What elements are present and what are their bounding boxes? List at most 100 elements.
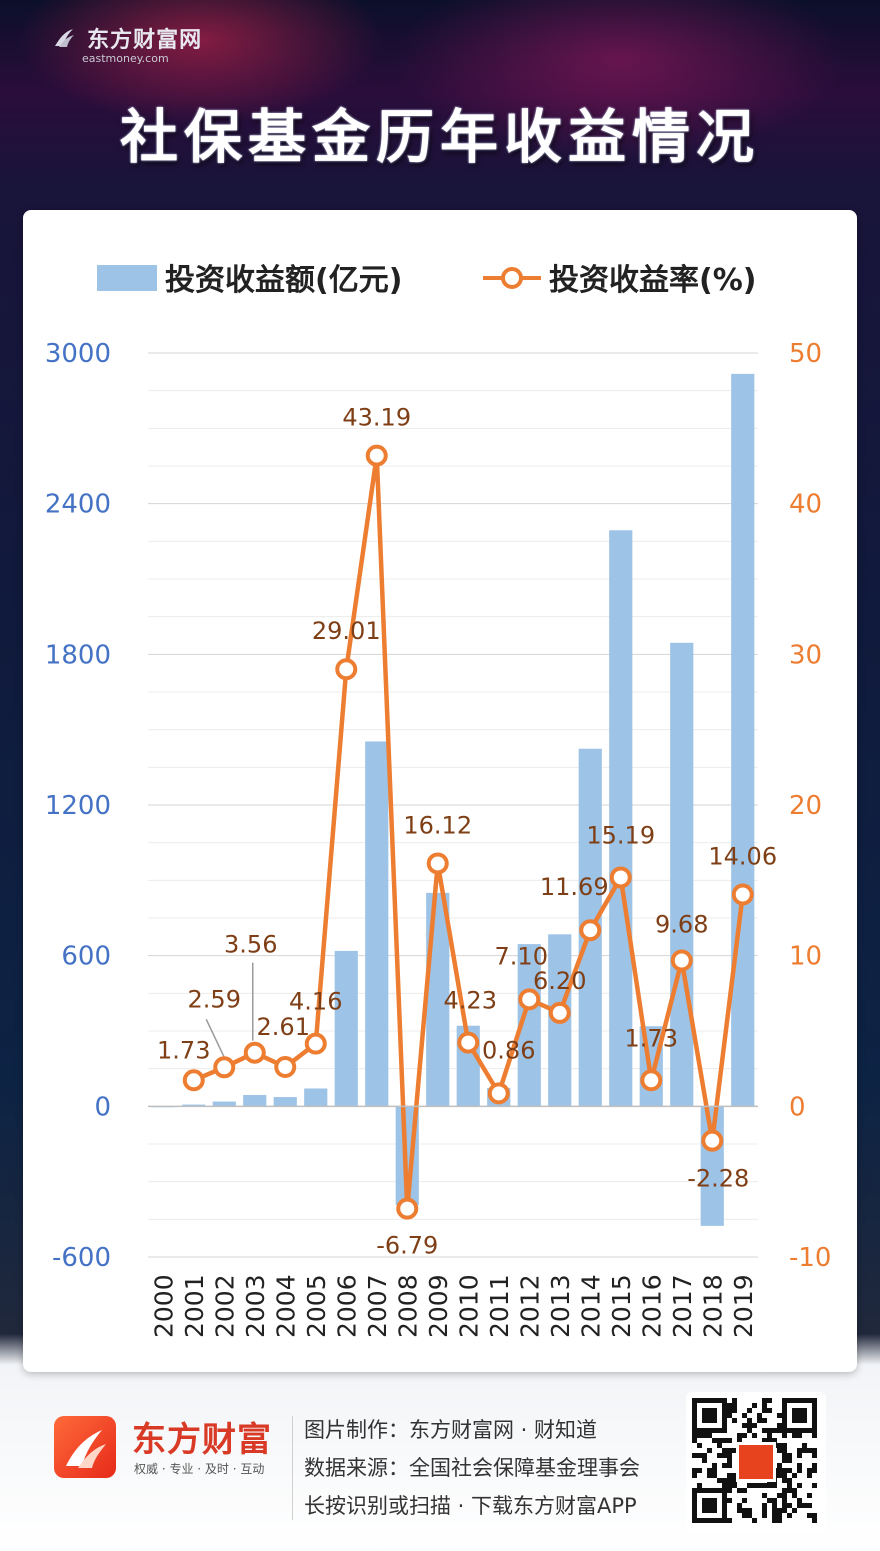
bar-2003 (243, 1095, 267, 1107)
credit-source: 数据来源：全国社会保障基金理事会 (304, 1456, 640, 1480)
rate-point-2008 (396, 1197, 419, 1220)
rate-data-label-2001: 1.73 (157, 1036, 210, 1064)
rate-data-label-2002: 2.59 (188, 985, 241, 1013)
rate-data-label-2010: 4.23 (444, 987, 497, 1015)
x-tick-label-2000: 2000 (149, 1274, 178, 1338)
credit-download: 长按识别或扫描 · 下载东方财富APP (304, 1494, 637, 1518)
x-tick-label-2013: 2013 (546, 1274, 575, 1338)
rate-point-2016 (640, 1069, 663, 1092)
rate-point-2013 (548, 1001, 571, 1024)
legend-line-marker (501, 267, 523, 289)
rate-data-label-2019: 14.06 (708, 842, 777, 870)
qr-code-icon (692, 1398, 817, 1523)
y-left-tick-label: 3000 (45, 339, 111, 369)
y-right-tick-label: -10 (789, 1243, 831, 1273)
x-tick-label-2010: 2010 (454, 1274, 483, 1338)
rate-point-2002 (213, 1056, 236, 1079)
bar-2012 (517, 944, 541, 1107)
rate-point-2019 (731, 883, 754, 906)
rate-data-label-2007: 43.19 (342, 404, 411, 432)
x-tick-label-2004: 2004 (271, 1274, 300, 1338)
rate-data-label-2003: 3.56 (224, 931, 277, 959)
rate-data-label-2006: 29.01 (312, 617, 381, 645)
x-tick-label-2001: 2001 (180, 1274, 209, 1338)
credit-producer: 图片制作：东方财富网 · 财知道 (304, 1418, 598, 1442)
label-leader-line (205, 1018, 225, 1058)
bar-2006 (334, 950, 358, 1107)
rate-point-2009 (426, 852, 449, 875)
bar-2015 (609, 530, 633, 1107)
x-tick-label-2006: 2006 (332, 1274, 361, 1338)
legend-line-label: 投资收益率(%) (549, 263, 756, 298)
rate-point-2003 (243, 1041, 266, 1064)
x-tick-label-2005: 2005 (302, 1274, 331, 1338)
x-tick-label-2007: 2007 (363, 1274, 392, 1338)
x-tick-label-2017: 2017 (668, 1274, 697, 1338)
line-series: 1.73 2.59 3.56 2.614.16 29.01 43.19 -6.79 16.12… (157, 404, 777, 1260)
y-left-tick-label: -600 (52, 1243, 111, 1273)
qr-modules (692, 1398, 817, 1523)
chart-legend: 投资收益额(亿元) 投资收益率(%) (97, 263, 756, 298)
rate-data-label-2015: 15.19 (586, 821, 655, 849)
rate-point-2001 (182, 1069, 205, 1092)
x-tick-label-2015: 2015 (607, 1274, 636, 1338)
bar-2004 (273, 1097, 297, 1107)
footer-divider (292, 1416, 293, 1520)
rate-data-label-2016: 1.73 (625, 1024, 678, 1052)
qr-code[interactable] (686, 1392, 826, 1532)
y-left-tick-label: 1800 (45, 640, 111, 670)
x-tick-label-2009: 2009 (424, 1274, 453, 1338)
y-left-tick-label: 1200 (45, 791, 111, 821)
bar-2005 (304, 1088, 328, 1107)
rate-point-2015 (609, 866, 632, 889)
rate-data-label-2005: 4.16 (289, 988, 342, 1016)
page-title: 社保基金历年收益情况 (119, 103, 760, 171)
y-right-tick-label: 50 (789, 339, 822, 369)
x-tick-label-2014: 2014 (576, 1274, 605, 1338)
rate-point-2007 (365, 444, 388, 467)
y-right-tick-label: 0 (789, 1092, 806, 1122)
rate-point-2005 (304, 1032, 327, 1055)
bar-2001 (182, 1104, 206, 1107)
combo-chart: 投资收益额(亿元) 投资收益率(%) 1.73 2.59 3.56 2.614.16 2… (45, 263, 832, 1338)
x-tick-label-2003: 2003 (241, 1274, 270, 1338)
eastmoney-app-logo-icon (54, 1416, 116, 1478)
footer-slogan: 权威 · 专业 · 及时 · 互动 (134, 1462, 265, 1476)
brand-url: eastmoney.com (82, 52, 169, 65)
bar-2002 (212, 1101, 236, 1107)
chart-card: 投资收益额(亿元) 投资收益率(%) 1.73 2.59 3.56 2.61 4.16 2… (23, 210, 857, 1372)
rate-data-label-2017: 9.68 (655, 910, 708, 938)
brand-header: 东方财富网 eastmoney.com (52, 22, 202, 65)
bar-2019 (731, 373, 755, 1107)
rate-data-label-2004: 2.61 (257, 1013, 310, 1041)
y-right-tick-label: 20 (789, 791, 822, 821)
y-right-tick-label: 40 (789, 490, 822, 520)
rate-point-2014 (579, 919, 602, 942)
chart-axes: -600 0 600 1200 1800 2400 3000 -10 0 10 20 30 40 50 20… (45, 339, 832, 1338)
header-background (0, 0, 880, 230)
y-right-tick-label: 10 (789, 942, 822, 972)
bar-2007 (365, 741, 389, 1107)
y-left-tick-label: 2400 (45, 490, 111, 520)
rate-data-label-2012: 7.10 (495, 942, 548, 970)
y-right-tick-label: 30 (789, 640, 822, 670)
rate-point-2012 (518, 988, 541, 1011)
chart-grid (148, 352, 758, 1258)
x-tick-label-2019: 2019 (729, 1274, 758, 1338)
rate-data-label-2018: -2.28 (687, 1165, 749, 1193)
x-tick-label-2002: 2002 (210, 1274, 239, 1338)
legend-bar-label: 投资收益额(亿元) (165, 263, 402, 298)
eastmoney-logo-icon (55, 29, 74, 47)
rate-point-2011 (487, 1082, 510, 1105)
rate-point-2010 (457, 1031, 480, 1054)
brand-name: 东方财富网 (87, 28, 203, 53)
rate-data-label-2009: 16.12 (403, 811, 472, 839)
rate-point-2018 (701, 1129, 724, 1152)
rate-data-label-2011: 0.86 (482, 1036, 535, 1064)
rate-data-label-2008: -6.79 (376, 1232, 438, 1260)
x-tick-label-2012: 2012 (515, 1274, 544, 1338)
footer-logo-name: 东方财富 (132, 1420, 272, 1460)
rate-data-label-2014: 11.69 (540, 873, 609, 901)
x-tick-label-2011: 2011 (485, 1274, 514, 1338)
x-tick-label-2018: 2018 (698, 1274, 727, 1338)
